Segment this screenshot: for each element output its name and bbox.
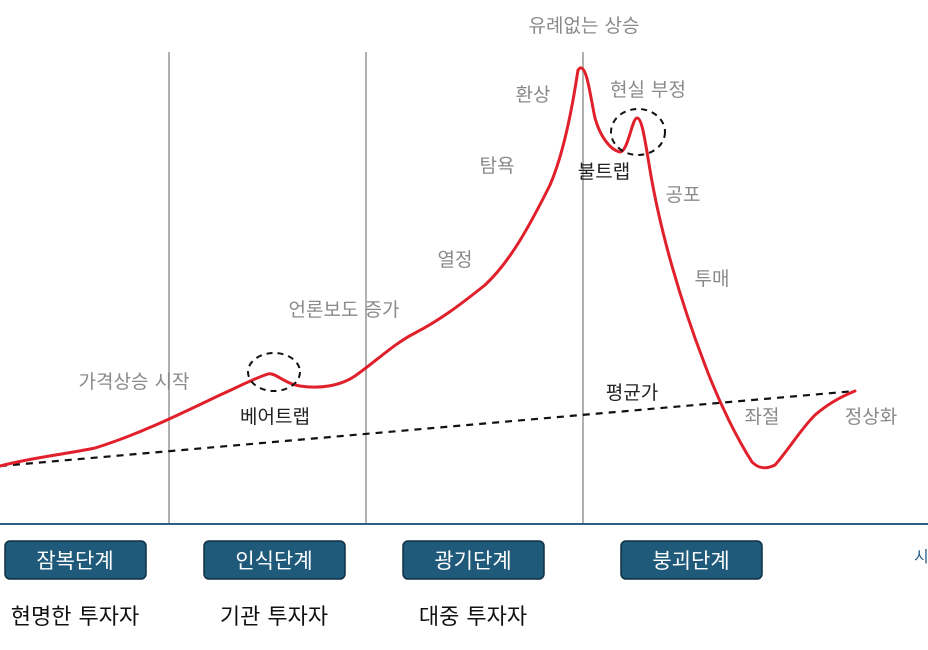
label-greed: 탐욕 [480,155,515,177]
stage-label-mania: 광기단계 [434,549,511,573]
mean-price-line [0,389,856,468]
stage-label-awareness: 인식단계 [235,549,312,573]
axis-label-partial: 시 [914,547,928,566]
label-media-coverage: 언론보도 증가 [289,299,400,321]
label-mean-price: 평균가 [606,382,658,404]
stage-label-latent: 잠복단계 [36,549,113,573]
label-capitulation: 투매 [695,268,730,290]
stage-box-mania: 광기단계 [402,540,545,580]
price-curve [0,66,857,470]
label-illusion: 환상 [516,84,551,106]
label-unprecedented-rise: 유례없는 상승 [529,15,640,37]
bear-trap-circle [247,352,301,392]
label-denial: 현실 부정 [610,79,686,101]
stage-label-collapse: 붕괴단계 [652,549,729,573]
label-bull-trap: 불트랩 [578,161,630,183]
stage-box-latent: 잠복단계 [4,540,147,580]
label-price-rise-start: 가격상승 시작 [79,371,190,393]
bull-trap-circle [610,108,666,156]
label-bear-trap: 베어트랩 [240,406,310,428]
stage-box-collapse: 붕괴단계 [620,540,763,580]
investor-public: 대중 투자자 [419,605,527,630]
stage-box-awareness: 인식단계 [203,540,346,580]
investor-institutional: 기관 투자자 [220,605,328,630]
investor-smart: 현명한 투자자 [11,605,139,630]
label-fear: 공포 [666,184,701,206]
label-despair: 좌절 [745,406,780,428]
label-enthusiasm: 열정 [438,249,473,271]
label-normalization: 정상화 [845,406,897,428]
